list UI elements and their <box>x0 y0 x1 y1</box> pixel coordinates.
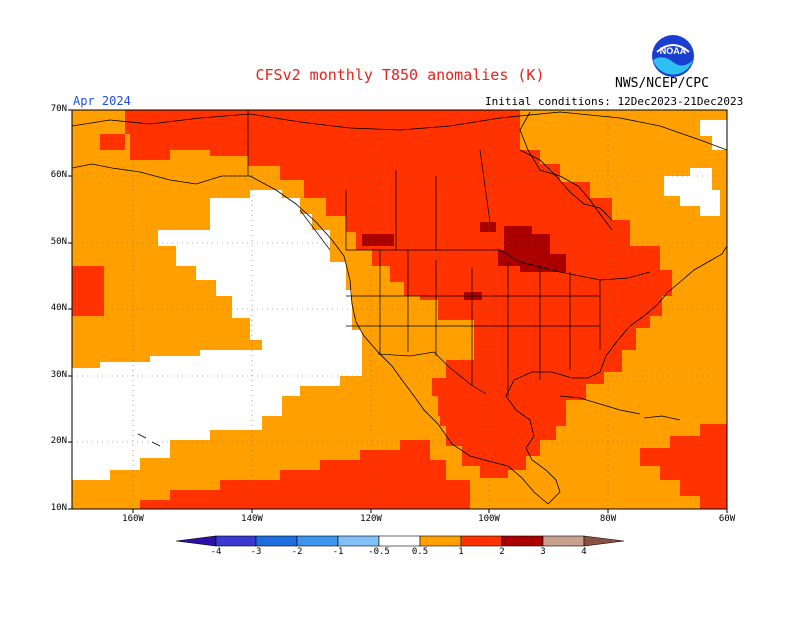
colorbar-swatch-gt-4 <box>583 535 625 547</box>
arctic-coast <box>71 111 728 151</box>
cuba <box>559 395 641 415</box>
pacific-west-red <box>72 266 104 316</box>
lon-label: 80W <box>599 514 617 524</box>
near-zero-regions <box>72 120 727 480</box>
colorbar-swatch-lt-4 <box>175 535 217 547</box>
labrador-white-region <box>664 168 720 216</box>
lon-label: 160W <box>122 514 144 524</box>
lon-label: 60W <box>718 514 736 524</box>
noaa-logo: NOAA <box>651 34 695 78</box>
colorbar-swatch-7 <box>460 535 503 547</box>
strong-anomaly-regions <box>362 222 566 300</box>
colorbar-label: 0.5 <box>411 547 429 557</box>
us-canada-border <box>346 249 651 281</box>
colorbar-label: 4 <box>581 547 587 557</box>
alaska-canada-red <box>125 110 672 478</box>
bc-darkred <box>362 234 394 246</box>
colorbar-swatch-8 <box>501 535 544 547</box>
colorbar-swatch-2 <box>255 535 298 547</box>
colorbar-label: -4 <box>210 547 222 557</box>
hispaniola <box>643 415 681 421</box>
colorbar-swatch-3 <box>296 535 339 547</box>
colorbar-label: -2 <box>291 547 303 557</box>
svg-text:NOAA: NOAA <box>660 46 687 56</box>
us-mexico-border <box>377 351 487 395</box>
gulf-coast <box>505 281 681 505</box>
pacific-white-region <box>72 190 362 480</box>
colorbar-label: -1 <box>332 547 344 557</box>
colorbar-swatch-9 <box>542 535 585 547</box>
graticule <box>72 110 727 509</box>
lat-label: 60N <box>50 170 67 180</box>
lon-label: 120W <box>360 514 382 524</box>
hawaii <box>137 433 161 447</box>
colorbar-swatch-4 <box>337 535 380 547</box>
colorbar-label: 3 <box>540 547 546 557</box>
lat-label: 20N <box>50 436 67 446</box>
north-america-west-coast <box>71 163 549 505</box>
colorbar-label: -0.5 <box>368 547 390 557</box>
moderate-anomaly-regions <box>72 110 727 509</box>
colorbar-swatch-1 <box>215 535 257 547</box>
east-canada-coast <box>519 111 728 283</box>
lon-label: 140W <box>241 514 263 524</box>
valid-month-label: Apr 2024 <box>73 94 131 108</box>
hudson-bay <box>519 149 613 221</box>
colorbar-label: -3 <box>250 547 262 557</box>
lat-label: 70N <box>50 104 67 114</box>
great-lakes-darkred <box>498 226 566 272</box>
canada-darkred-small <box>480 222 496 232</box>
colorbar-swatch-5 <box>378 535 421 547</box>
lat-label: 50N <box>50 237 67 247</box>
alaska-north-red <box>100 134 125 150</box>
coastlines <box>71 111 728 505</box>
lat-label: 10N <box>50 503 67 513</box>
map-title: CFSv2 monthly T850 anomalies (K) <box>255 66 545 84</box>
greenland-white-region <box>700 120 727 150</box>
lat-label: 30N <box>50 370 67 380</box>
axis-ticks <box>68 109 728 513</box>
eastern-pacific-red <box>140 440 470 509</box>
initial-conditions-label: Initial conditions: 12Dec2023-21Dec2023 <box>485 95 744 108</box>
lat-label: 40N <box>50 303 67 313</box>
colorbar-label: 2 <box>499 547 505 557</box>
lon-label: 100W <box>478 514 500 524</box>
agency-label: NWS/NCEP/CPC <box>615 76 709 91</box>
political-borders <box>247 110 651 396</box>
canada-provinces <box>299 149 491 251</box>
us-states-grid <box>346 250 601 396</box>
colorbar-swatch-6 <box>419 535 462 547</box>
caribbean-red <box>640 424 727 509</box>
colorbar-label: 1 <box>458 547 464 557</box>
colorbar <box>175 535 625 547</box>
